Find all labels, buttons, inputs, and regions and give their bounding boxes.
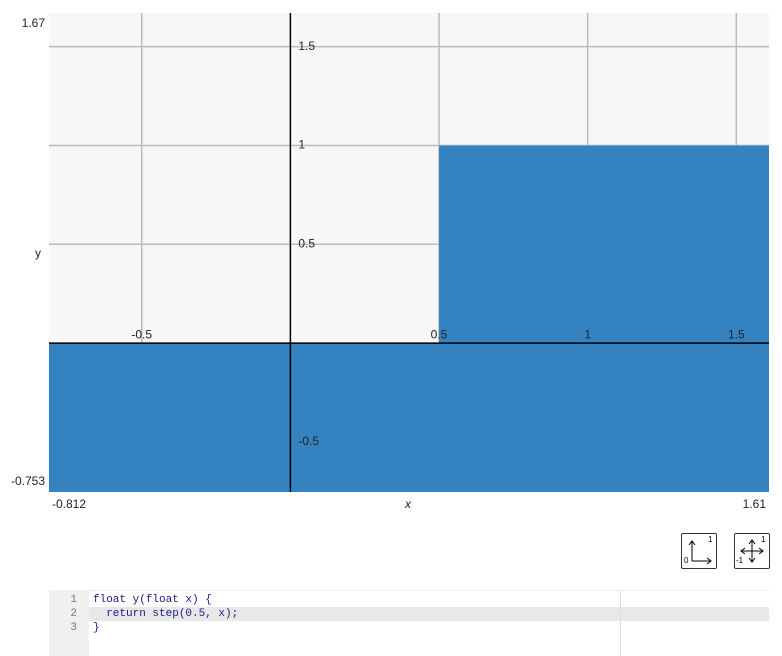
y-axis-label: y bbox=[35, 246, 41, 260]
print-margin bbox=[620, 591, 621, 656]
code-line: } bbox=[93, 622, 100, 634]
button-normalize[interactable]: 0 1 bbox=[681, 533, 717, 569]
line-number: 3 bbox=[70, 622, 77, 634]
code-editor[interactable]: 1 float y(float x) { 2 return step(0.5, x)… bbox=[49, 590, 769, 656]
y-max-label: 1.67 bbox=[22, 16, 46, 30]
gutter bbox=[49, 591, 89, 656]
code-line: float y(float x) { bbox=[93, 594, 212, 606]
line-number: 1 bbox=[70, 594, 77, 606]
icon bbox=[688, 540, 712, 565]
active-line bbox=[89, 607, 769, 621]
x-max-label: 1.61 bbox=[743, 497, 767, 511]
x-tick-label: 0.5 bbox=[431, 327, 448, 341]
y-tick-label: 0.5 bbox=[298, 236, 315, 250]
code-line: return step(0.5, x); bbox=[93, 608, 239, 620]
plot: 1.67 -0.753 -0.812 1.61 y x -0.5 0.5 1 1.5 -… bbox=[11, 13, 769, 511]
x-tick-label: 1.5 bbox=[728, 327, 745, 341]
icon bbox=[740, 539, 764, 563]
x-tick-label: 1 bbox=[584, 327, 591, 341]
y-tick-label: 1 bbox=[298, 138, 305, 152]
area bbox=[49, 145, 769, 492]
line-number: 2 bbox=[70, 608, 77, 620]
button-text: 1 bbox=[761, 535, 766, 544]
button-text: 1 bbox=[708, 535, 713, 544]
button-text: -1 bbox=[736, 556, 744, 565]
button-center[interactable]: -1 1 bbox=[734, 533, 770, 569]
y-min-label: -0.753 bbox=[11, 474, 45, 488]
button-text: 0 bbox=[684, 556, 689, 565]
y-tick-label: -0.5 bbox=[298, 434, 319, 448]
x-axis-label: x bbox=[404, 497, 412, 511]
x-tick-label: -0.5 bbox=[131, 327, 152, 341]
y-tick-label: 1.5 bbox=[298, 39, 315, 53]
x-min-label: -0.812 bbox=[52, 497, 86, 511]
